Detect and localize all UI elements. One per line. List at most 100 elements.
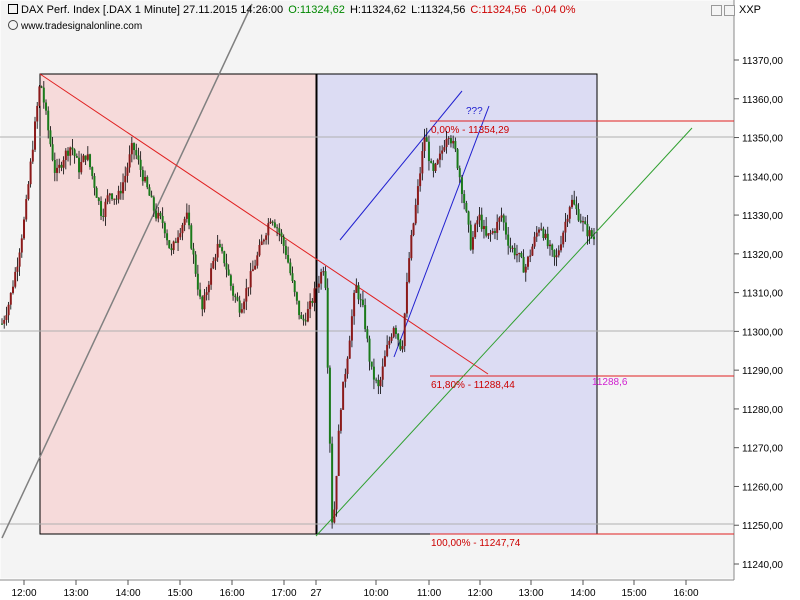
time-tick-label: 13:00	[518, 588, 543, 599]
candle-body	[174, 241, 177, 243]
candle-body	[306, 309, 309, 322]
candle-body	[95, 187, 98, 198]
gray-trend-line[interactable]	[1, 3, 253, 539]
candle-body	[31, 149, 34, 162]
candle-body	[346, 358, 349, 375]
candle-body	[166, 233, 169, 241]
candle-body	[344, 374, 347, 382]
candle-body	[452, 140, 455, 144]
candle-body	[262, 239, 265, 242]
candle-body	[106, 195, 109, 202]
candle-body	[584, 221, 587, 224]
candle-body	[245, 288, 248, 302]
time-tick-label: 15:00	[167, 588, 192, 599]
candle-body	[254, 265, 257, 270]
candle-body	[25, 199, 28, 220]
candle-body	[568, 207, 571, 219]
candle-body	[141, 169, 144, 182]
candle-body	[328, 367, 331, 444]
candle-body	[419, 173, 422, 187]
time-tick-label: 12:00	[11, 588, 36, 599]
candle-body	[150, 195, 153, 198]
candle-body	[434, 163, 437, 171]
candle-body	[135, 150, 138, 156]
blue-channel-upper[interactable]	[339, 90, 463, 241]
time-axis: 12:00 13:00 14:00 15:00 16:00 17:00 27 10:00 11:…	[11, 580, 699, 599]
website-label: www.tradesignalonline.com	[8, 20, 142, 32]
candle-body	[529, 255, 532, 257]
candle-body	[370, 361, 373, 367]
candle-body	[124, 175, 127, 183]
candle-body	[214, 257, 217, 261]
candle-body	[368, 338, 371, 362]
candle-body	[3, 319, 6, 324]
candle-body	[408, 258, 411, 282]
candle-body	[335, 475, 338, 510]
candle-body	[588, 230, 591, 237]
candle-body	[170, 248, 173, 251]
header-toggle-icon[interactable]	[8, 4, 18, 14]
candle-body	[526, 256, 529, 267]
blue-channel-lower[interactable]	[393, 105, 490, 358]
candle-body	[324, 271, 327, 288]
candle-body	[590, 230, 593, 237]
candle-body	[225, 263, 228, 270]
candle-body	[221, 247, 224, 252]
candle-body	[493, 231, 496, 233]
candle-body	[1, 323, 3, 325]
candle-body	[397, 333, 400, 340]
candle-body	[474, 224, 477, 238]
candle-body	[47, 110, 50, 131]
candle-body	[361, 299, 364, 306]
candle-body	[80, 161, 83, 173]
red-diagonal-line[interactable]	[39, 73, 489, 375]
time-tick-label: 10:00	[363, 588, 388, 599]
candle-body	[236, 297, 239, 301]
candle-body	[302, 318, 305, 321]
fib-label-618: 61,80% - 11288,44	[431, 380, 515, 391]
candle-body	[117, 190, 120, 200]
candle-body	[337, 430, 340, 476]
candle-body	[260, 241, 263, 245]
candle-body	[62, 160, 65, 168]
candle-body	[564, 221, 567, 233]
candle-body	[38, 86, 41, 106]
candle-body	[172, 241, 175, 251]
fib-zone-right	[316, 73, 598, 535]
candle-body	[276, 227, 279, 229]
candle-body	[157, 212, 160, 219]
price-tick-label: 11310,00	[742, 289, 783, 300]
candle-body	[471, 237, 474, 250]
candle-body	[577, 209, 580, 221]
candle-body	[271, 221, 274, 223]
candle-body	[146, 176, 149, 188]
candle-body	[540, 228, 543, 230]
candle-body	[71, 147, 74, 150]
candle-body	[487, 233, 490, 236]
candle-body	[148, 187, 151, 196]
green-trend-line[interactable]	[315, 127, 693, 537]
candlestick-series[interactable]	[1, 81, 595, 529]
candle-body	[58, 164, 61, 168]
close-chart-button[interactable]	[724, 5, 735, 16]
candle-body	[119, 190, 122, 194]
time-tick-label: 16:00	[219, 588, 244, 599]
candle-body	[544, 233, 547, 239]
candle-body	[293, 280, 296, 293]
candle-body	[410, 235, 413, 259]
candle-body	[333, 509, 336, 523]
candle-body	[258, 244, 261, 256]
candle-body	[159, 212, 162, 216]
candle-body	[353, 292, 356, 317]
candle-body	[284, 245, 287, 255]
candle-body	[518, 252, 521, 255]
candle-body	[555, 255, 558, 258]
minimize-chart-button[interactable]	[711, 5, 722, 16]
candle-body	[78, 157, 81, 173]
candle-body	[234, 295, 237, 298]
candle-body	[388, 340, 391, 345]
candle-body	[36, 105, 39, 122]
candle-body	[196, 273, 199, 290]
